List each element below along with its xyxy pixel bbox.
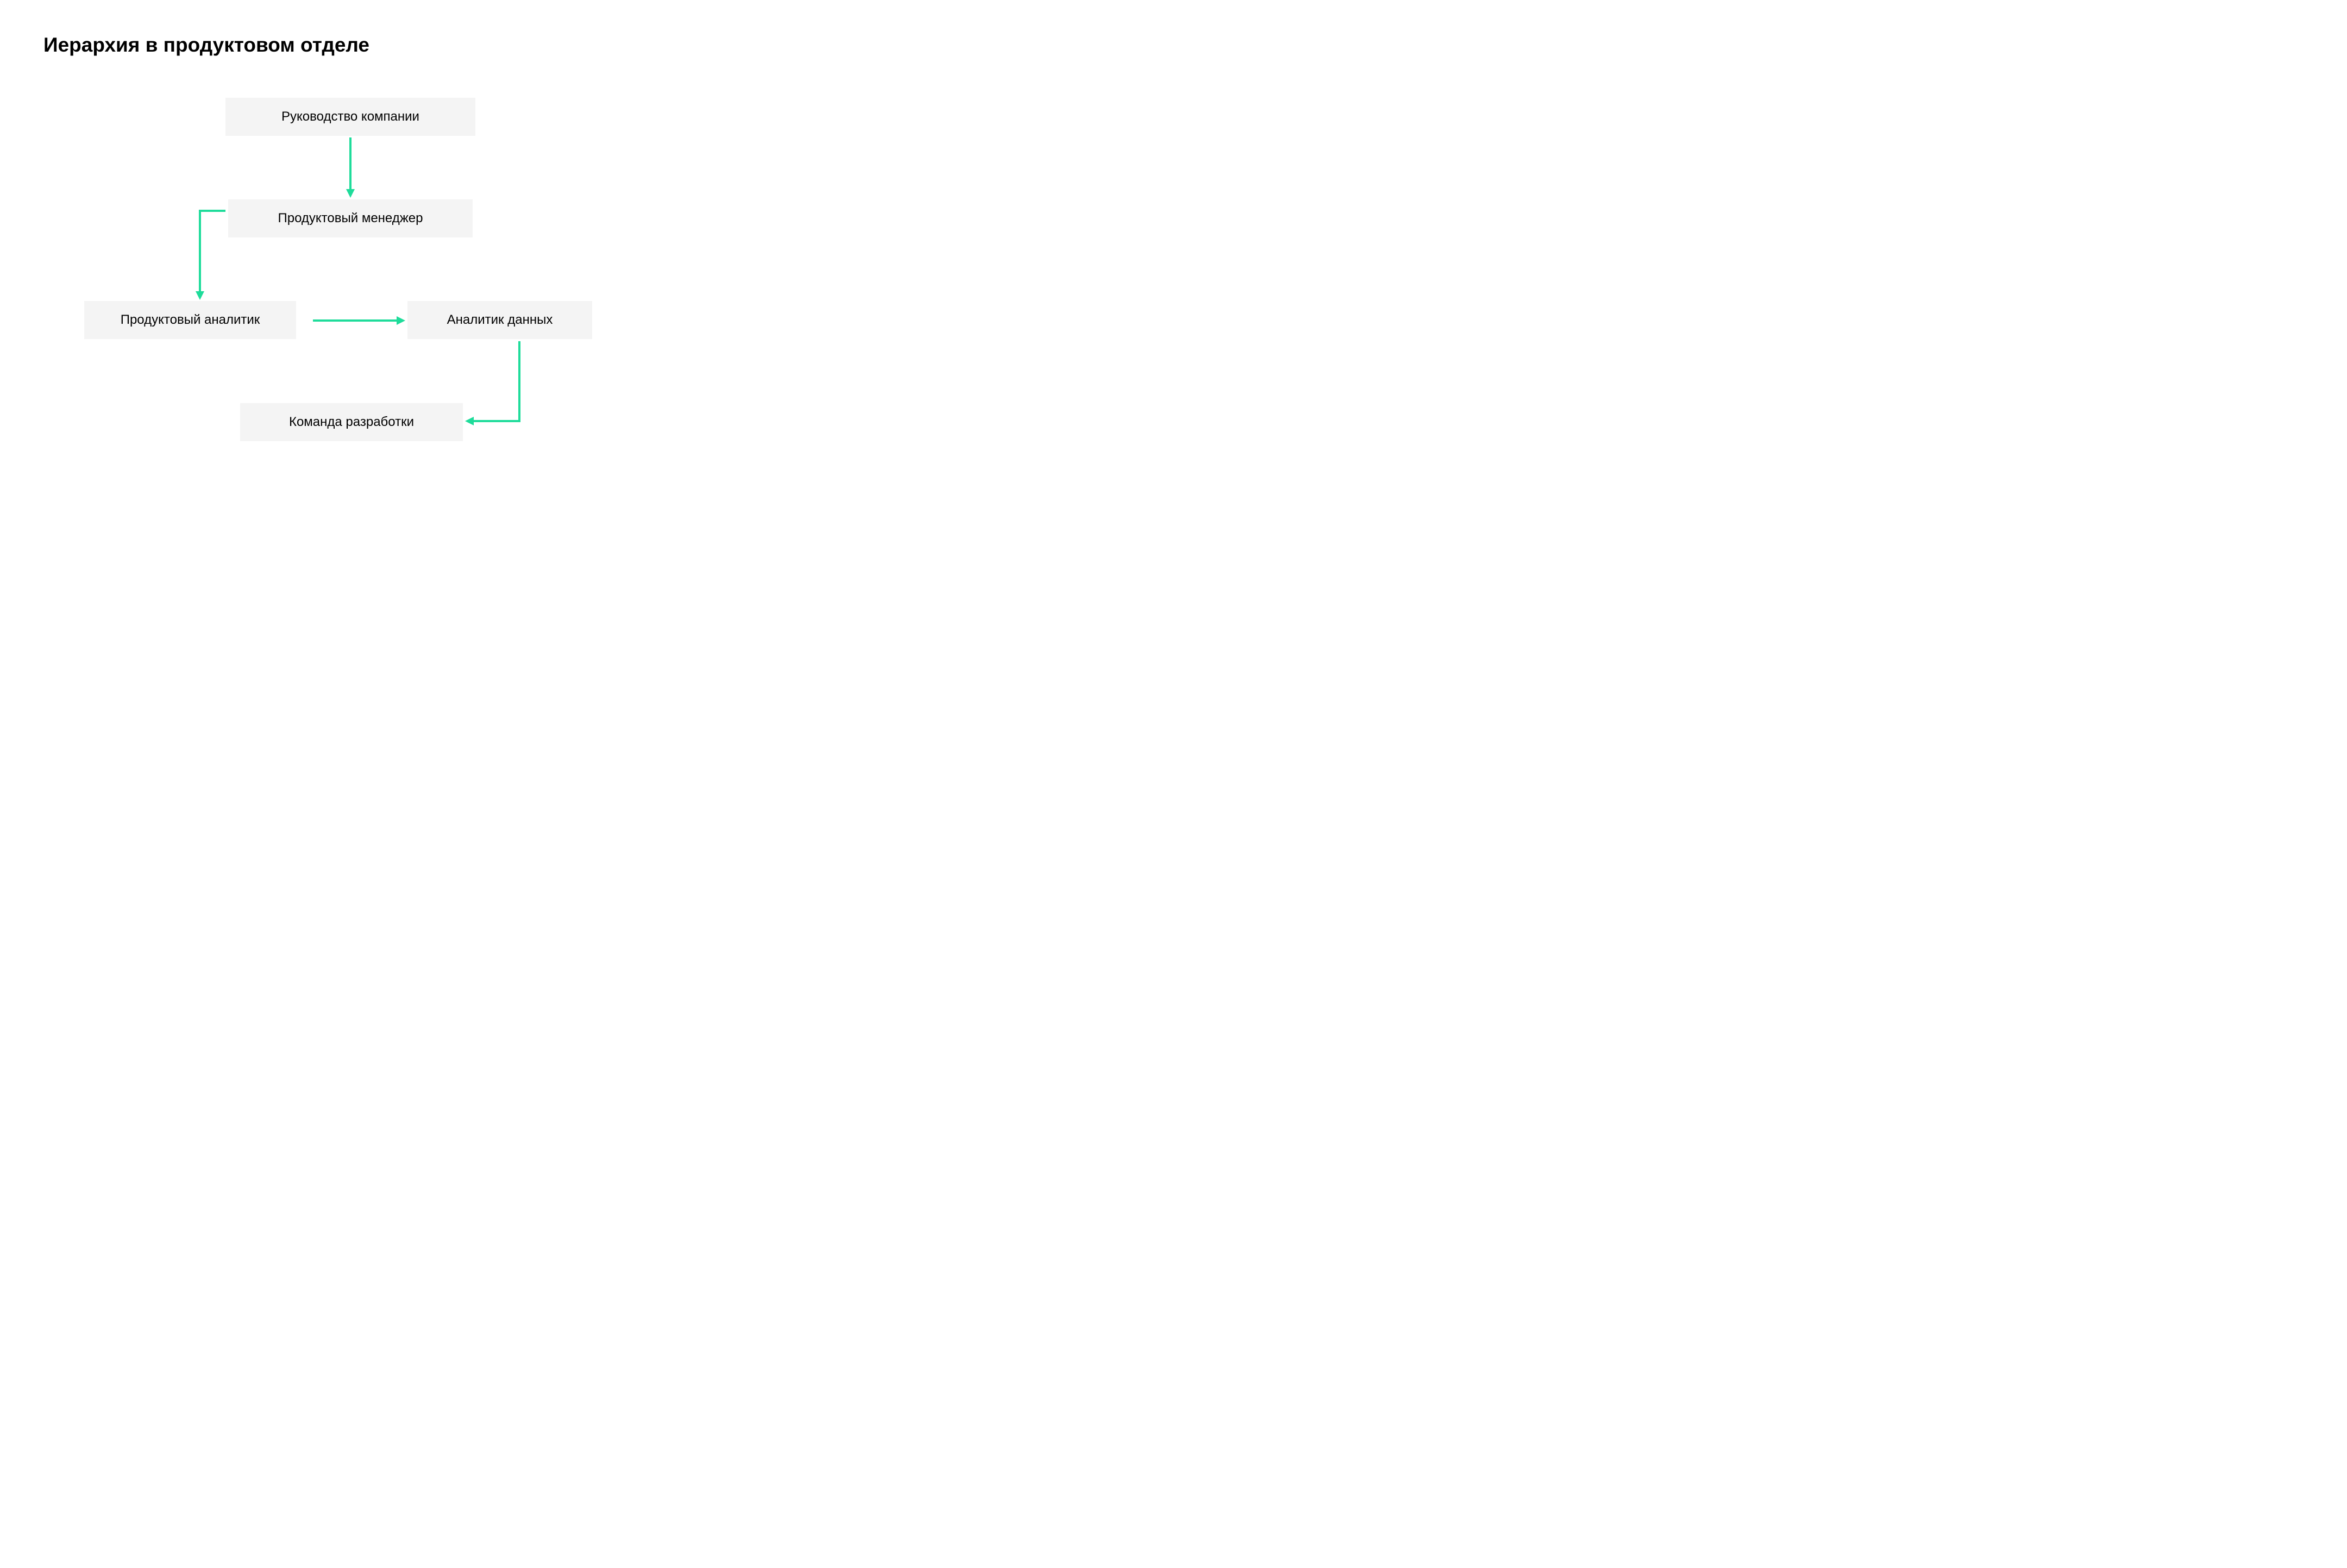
node-product-analyst: Продуктовый аналитик: [84, 301, 296, 339]
node-label: Руководство компании: [281, 109, 419, 124]
node-label: Аналитик данных: [447, 312, 553, 328]
node-company-leadership: Руководство компании: [225, 98, 475, 136]
node-label: Команда разработки: [289, 415, 414, 430]
node-product-manager: Продуктовый менеджер: [228, 199, 473, 237]
node-dev-team: Команда разработки: [240, 403, 463, 441]
node-data-analyst: Аналитик данных: [407, 301, 592, 339]
edge-pm-to-product-analyst: [200, 211, 225, 298]
node-label: Продуктовый менеджер: [278, 211, 423, 226]
node-label: Продуктовый аналитик: [121, 312, 260, 328]
edges-layer: [0, 0, 782, 523]
edge-data-analyst-to-dev-team: [467, 341, 519, 421]
diagram-title: Иерархия в продуктовом отделе: [43, 34, 369, 57]
